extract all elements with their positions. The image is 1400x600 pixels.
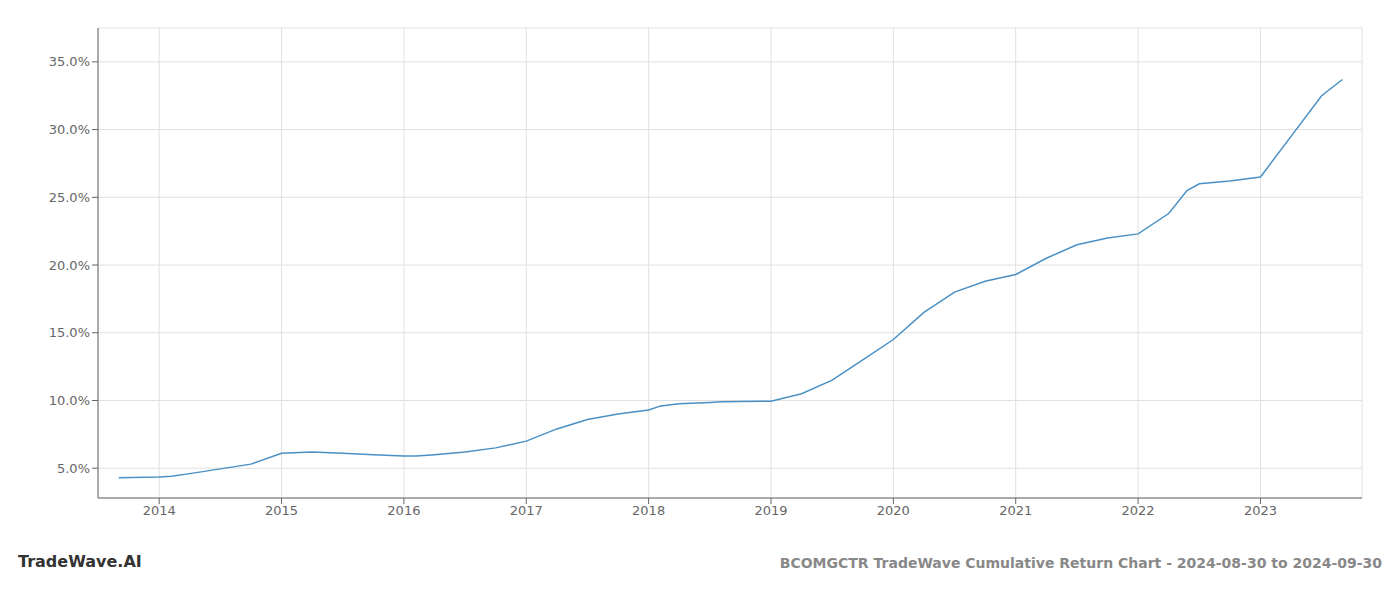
svg-text:2020: 2020 xyxy=(877,503,910,518)
svg-text:2015: 2015 xyxy=(265,503,298,518)
svg-text:15.0%: 15.0% xyxy=(49,325,90,340)
svg-text:2014: 2014 xyxy=(143,503,176,518)
svg-text:2017: 2017 xyxy=(510,503,543,518)
svg-text:10.0%: 10.0% xyxy=(49,393,90,408)
svg-text:2019: 2019 xyxy=(754,503,787,518)
svg-text:2023: 2023 xyxy=(1244,503,1277,518)
svg-text:25.0%: 25.0% xyxy=(49,190,90,205)
svg-text:2021: 2021 xyxy=(999,503,1032,518)
svg-text:35.0%: 35.0% xyxy=(49,54,90,69)
svg-text:2022: 2022 xyxy=(1122,503,1155,518)
svg-text:20.0%: 20.0% xyxy=(49,258,90,273)
svg-text:30.0%: 30.0% xyxy=(49,122,90,137)
svg-text:2018: 2018 xyxy=(632,503,665,518)
svg-text:2016: 2016 xyxy=(387,503,420,518)
html-text:BCOMGCTR TradeWave Cumulative: BCOMGCTR TradeWave Cumulative Return Cha… xyxy=(779,555,1382,571)
html-text:TradeWave.AI: TradeWave.AI xyxy=(18,552,142,571)
svg-text:5.0%: 5.0% xyxy=(57,461,90,476)
